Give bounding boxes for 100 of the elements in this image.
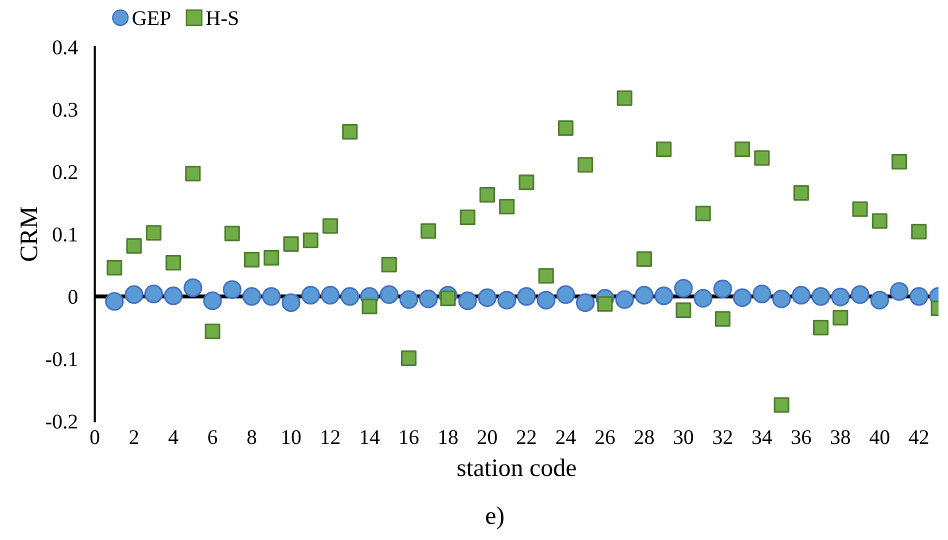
point xyxy=(224,226,240,242)
x-tick-label: 30 xyxy=(674,430,694,444)
x-tick-label: 18 xyxy=(439,430,458,444)
y-tick-label: 0.1 xyxy=(52,227,77,242)
point xyxy=(460,209,476,226)
legend-label: H-S xyxy=(206,11,238,26)
point xyxy=(144,284,164,304)
point xyxy=(222,280,242,299)
point xyxy=(852,201,868,217)
point xyxy=(126,238,142,254)
point xyxy=(597,296,613,312)
x-tick-label: 8 xyxy=(247,430,256,444)
x-tick-label: 14 xyxy=(360,430,380,444)
point xyxy=(676,302,692,318)
point xyxy=(792,286,811,305)
x-tick-label: 36 xyxy=(792,430,811,444)
point xyxy=(538,268,554,284)
point xyxy=(264,250,280,266)
point xyxy=(911,224,927,240)
point xyxy=(283,236,299,252)
point xyxy=(811,287,830,306)
point xyxy=(752,284,772,304)
x-tick-label: 10 xyxy=(282,430,301,444)
point xyxy=(556,285,576,304)
point xyxy=(831,288,850,306)
x-tick-label: 42 xyxy=(908,430,928,444)
point xyxy=(203,291,222,310)
point xyxy=(616,90,632,106)
point xyxy=(166,255,182,271)
point xyxy=(244,252,260,268)
point xyxy=(204,324,220,340)
x-tick-label: 24 xyxy=(556,430,576,444)
x-tick-label: 20 xyxy=(478,430,497,444)
point xyxy=(695,206,711,222)
point xyxy=(576,293,595,312)
point xyxy=(674,279,693,298)
point xyxy=(242,287,262,306)
x-tick-label: 4 xyxy=(168,430,178,444)
point xyxy=(636,251,652,267)
x-tick-label: 28 xyxy=(634,430,654,444)
point xyxy=(732,288,752,308)
y-axis-title: CRM xyxy=(20,207,38,261)
x-tick-label: 22 xyxy=(516,430,536,444)
point xyxy=(320,286,340,305)
point xyxy=(813,320,829,336)
point xyxy=(340,287,360,306)
point xyxy=(479,187,496,203)
y-tick-label: 0 xyxy=(68,290,78,304)
point xyxy=(656,141,672,158)
x-tick-label: 32 xyxy=(713,430,732,444)
y-tick-label: -0.2 xyxy=(46,414,77,429)
point xyxy=(774,397,790,413)
point xyxy=(634,286,654,305)
point xyxy=(772,290,791,308)
x-tick-label: 0 xyxy=(90,430,100,444)
point xyxy=(282,293,300,312)
point xyxy=(518,174,534,190)
point xyxy=(146,225,162,241)
point xyxy=(420,223,436,239)
point xyxy=(890,282,909,301)
x-tick-label: 26 xyxy=(595,430,615,444)
point xyxy=(910,287,928,306)
point xyxy=(362,298,378,314)
point xyxy=(714,311,730,327)
point xyxy=(499,198,515,214)
point xyxy=(185,166,201,182)
point xyxy=(400,350,417,366)
point xyxy=(615,290,634,309)
point xyxy=(381,256,397,272)
point xyxy=(478,288,497,308)
x-tick-label: 12 xyxy=(322,430,340,444)
point xyxy=(399,290,418,309)
point xyxy=(302,232,318,248)
point xyxy=(713,280,732,298)
point xyxy=(832,310,848,326)
point xyxy=(498,290,516,310)
point xyxy=(754,150,770,166)
point xyxy=(694,288,712,308)
point xyxy=(105,292,124,311)
legend-label: GEP xyxy=(132,11,170,26)
point xyxy=(262,287,281,306)
x-tick-label: 38 xyxy=(830,430,850,444)
point xyxy=(578,157,594,173)
point xyxy=(793,185,809,201)
point xyxy=(850,285,870,304)
point xyxy=(734,141,750,158)
point xyxy=(124,285,144,304)
point xyxy=(184,278,202,298)
x-tick-label: 40 xyxy=(870,430,890,444)
x-tick-label: 34 xyxy=(752,430,772,444)
point xyxy=(301,286,320,305)
point xyxy=(872,213,888,229)
point xyxy=(536,290,556,310)
y-tick-label: 0.3 xyxy=(52,102,78,117)
point xyxy=(870,290,889,310)
point xyxy=(164,286,183,306)
point xyxy=(440,290,456,306)
x-tick-label: 2 xyxy=(130,430,138,444)
point xyxy=(558,120,574,136)
x-axis-title: station code xyxy=(458,458,576,476)
